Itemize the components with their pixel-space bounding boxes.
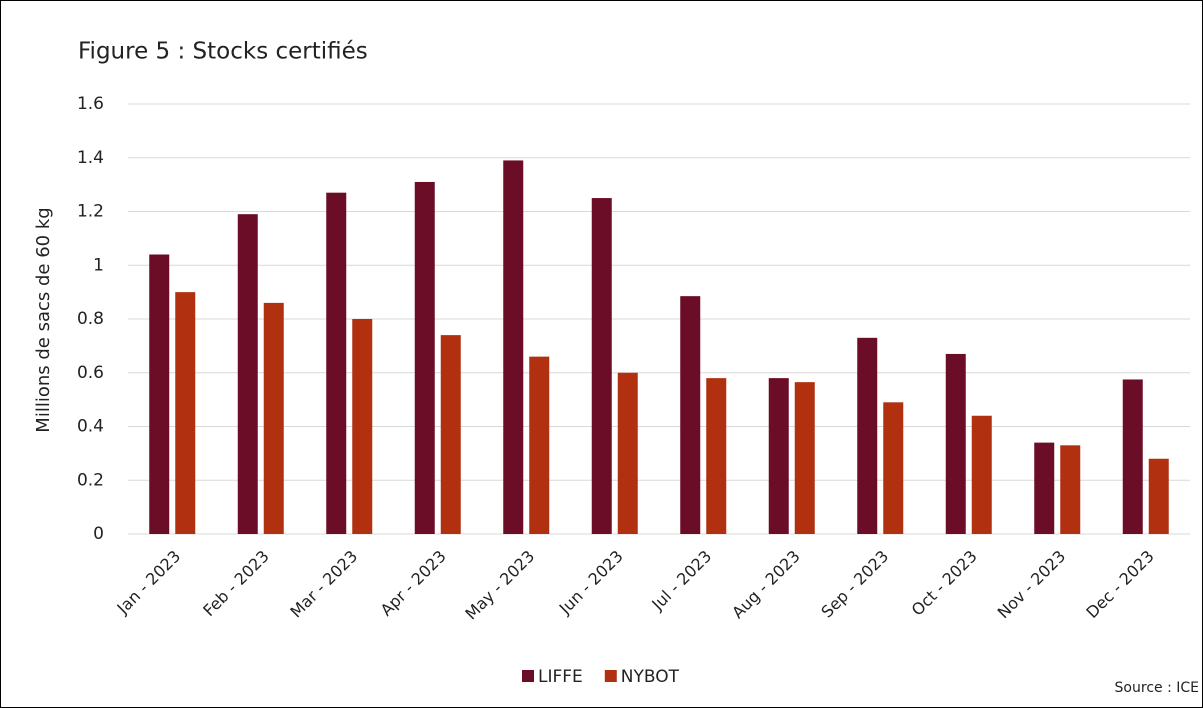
bar bbox=[883, 402, 904, 534]
y-tick-label: 1 bbox=[93, 255, 104, 275]
bar bbox=[237, 214, 258, 534]
bar bbox=[326, 192, 347, 534]
bar bbox=[414, 181, 435, 534]
bar bbox=[945, 353, 966, 534]
bar bbox=[175, 292, 196, 534]
y-tick-label: 0.4 bbox=[77, 417, 104, 437]
bar bbox=[1034, 442, 1055, 534]
bar bbox=[1060, 445, 1081, 534]
bar bbox=[706, 378, 727, 534]
y-tick-label: 0.8 bbox=[77, 309, 104, 329]
bar bbox=[857, 337, 878, 534]
bar bbox=[440, 335, 461, 534]
bar bbox=[263, 302, 284, 534]
bar bbox=[591, 198, 612, 534]
legend-label: NYBOT bbox=[621, 667, 680, 687]
bar bbox=[503, 160, 524, 534]
bar bbox=[768, 378, 789, 534]
y-tick-label: 1.6 bbox=[77, 94, 104, 114]
chart-title: Figure 5 : Stocks certifiés bbox=[78, 39, 368, 65]
y-tick-label: 1.4 bbox=[77, 148, 104, 168]
bar bbox=[149, 254, 170, 534]
bar bbox=[1122, 379, 1143, 534]
bar bbox=[794, 382, 815, 534]
bar bbox=[680, 296, 701, 534]
bar bbox=[1148, 458, 1169, 534]
bar bbox=[971, 415, 992, 534]
bar bbox=[617, 372, 638, 534]
y-tick-label: 1.2 bbox=[77, 202, 104, 222]
y-tick-label: 0.2 bbox=[77, 470, 104, 490]
legend-label: LIFFE bbox=[538, 667, 583, 687]
bar bbox=[352, 319, 373, 534]
y-axis-label: Millions de sacs de 60 kg bbox=[33, 207, 54, 432]
y-tick-label: 0.6 bbox=[77, 363, 104, 383]
legend-swatch bbox=[604, 670, 617, 682]
y-tick-label: 0 bbox=[93, 524, 104, 544]
source-note: Source : ICE bbox=[1115, 680, 1199, 696]
bar bbox=[529, 356, 550, 534]
legend-swatch bbox=[522, 670, 534, 682]
